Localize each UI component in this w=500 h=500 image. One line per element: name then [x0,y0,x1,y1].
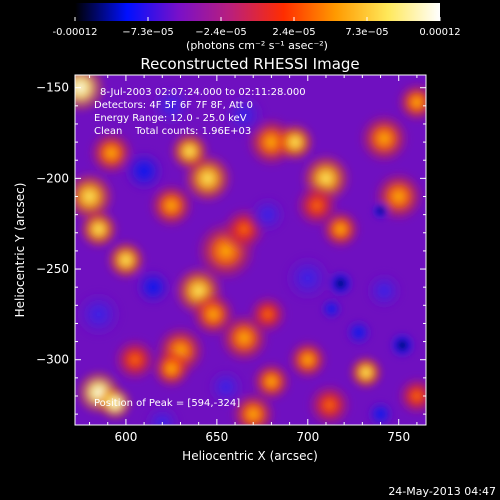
negative-blob [75,288,126,341]
colorbar-tick-label: 0.00012 [419,27,460,38]
negative-blob [220,91,268,139]
colorbar-tick-label: −2.4e−05 [195,27,247,38]
negative-blob [147,82,196,130]
emission-blob [246,293,289,336]
annotations: 8-Jul-2003 02:07:24.000 to 02:11:28.000 … [94,87,306,409]
colorbar-tick-label: -0.00012 [53,27,98,38]
negative-blob [363,269,406,312]
negative-blob [369,200,392,222]
colorbar-tick-label: 2.4e−05 [272,27,315,38]
y-tick-label: −250 [36,262,69,276]
emission-blob [395,81,426,124]
negative-blob [246,193,289,236]
y-axis: −150 −200 −250 −300 [36,81,426,415]
annotation-time: 8-Jul-2003 02:07:24.000 to 02:11:28.000 [100,87,306,98]
colorbar-tick-label: −7.3e−05 [122,27,174,38]
negative-blob [281,251,335,305]
y-tick-label: −300 [36,353,69,367]
colorbar-unit: (photons cm⁻² s⁻¹ asec⁻²) [186,39,328,52]
annotation-counts: Clean Total counts: 1.96E+03 [94,126,251,137]
emission-blob [286,338,329,381]
emission-blob [305,381,354,425]
y-axis-label: Heliocentric Y (arcsec) [13,183,27,318]
negative-blob [364,398,397,425]
emission-blob [293,181,341,230]
emission-blob [168,130,211,173]
emission-blob [273,121,317,164]
colorbar-ticks: -0.00012 −7.3e−05 −2.4e−05 2.4e−05 7.3e−05 0.… [53,17,461,38]
emission-blob [347,353,385,391]
x-tick-label: 750 [387,430,410,444]
x-tick-label: 700 [296,430,319,444]
x-axis: 600 650 700 750 [89,75,418,444]
x-tick-label: 650 [205,430,228,444]
emission-blob [395,374,426,418]
chart-title: Reconstructed RHESSI Image [140,55,359,73]
heatmap-image [75,75,426,425]
emission-blob [77,208,120,251]
emission-blob [104,238,148,282]
emission-blob [150,347,193,390]
annotation-detectors: Detectors: 4F 5F 6F 7F 8F, Att 0 [94,100,253,111]
y-tick-label: −150 [36,81,69,95]
negative-blob [141,402,184,425]
emission-blob [111,335,159,384]
plot-frame [74,74,427,426]
x-tick-label: 600 [114,430,137,444]
plot-area: 600 650 700 750 −150 −200 −250 −300 8-Jul-2003… [36,74,427,444]
negative-blob [318,295,345,323]
annotation-energy: Energy Range: 12.0 - 25.0 keV [94,113,247,124]
colorbar-gradient [75,3,440,21]
negative-blob [386,329,419,362]
y-tick-label: −200 [36,171,69,185]
negative-blob [132,266,175,309]
x-axis-label: Heliocentric X (arcsec) [182,449,318,463]
emission-blob [147,181,196,230]
negative-blob [120,147,168,195]
emission-blob [357,112,411,165]
negative-blob [204,365,248,409]
colorbar-tick-label: 7.3e−05 [345,27,388,38]
footer-date: 24-May-2013 04:47 [388,485,496,498]
emission-blob [75,75,107,115]
negative-blob [342,316,375,349]
colorbar: -0.00012 −7.3e−05 −2.4e−05 2.4e−05 7.3e−05 0.… [53,3,461,52]
annotation-peak: Position of Peak = [594,-324] [94,398,240,409]
emission-blob [96,384,134,422]
